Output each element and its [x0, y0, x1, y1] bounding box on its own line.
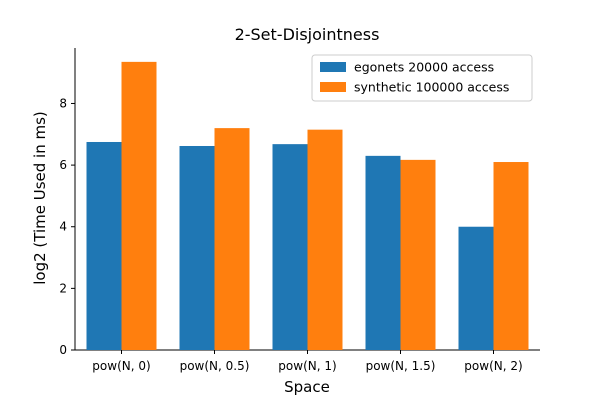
y-tick-label: 4: [59, 220, 67, 234]
bar-synthetic-4: [493, 162, 529, 350]
bar-synthetic-1: [214, 128, 250, 350]
legend-box: [311, 54, 533, 102]
legend-label: egonets 20000 access: [354, 60, 494, 75]
bar-egonets-1: [179, 145, 215, 350]
x-tick-label: pow(N, 1.5): [366, 359, 436, 373]
bar-egonets-2: [272, 144, 308, 350]
bars: [86, 61, 529, 351]
y-tick-label: 2: [59, 281, 67, 295]
bar-synthetic-0: [121, 61, 157, 351]
bar-egonets-4: [458, 226, 494, 350]
bar-synthetic-3: [400, 159, 436, 350]
y-tick-label: 0: [59, 343, 67, 357]
x-tick-label: pow(N, 2): [464, 359, 522, 373]
x-axis-label: Space: [284, 378, 330, 396]
x-tick-label: pow(N, 0): [92, 359, 150, 373]
x-tick-label: pow(N, 1): [278, 359, 336, 373]
y-axis-ticks: 0 2 4 6 8: [59, 96, 75, 357]
legend-swatch: [320, 62, 346, 72]
x-axis-ticks: pow(N, 0) pow(N, 0.5) pow(N, 1) pow(N, 1.5)…: [92, 350, 523, 373]
x-tick-label: pow(N, 0.5): [180, 359, 250, 373]
legend: egonets 20000 access synthetic 100000 acc…: [311, 54, 533, 102]
bar-synthetic-2: [307, 129, 343, 350]
legend-label: synthetic 100000 access: [354, 80, 509, 95]
bar-egonets-3: [365, 155, 401, 350]
y-tick-label: 8: [59, 96, 67, 110]
chart-title: 2-Set-Disjointness: [235, 25, 380, 44]
y-tick-label: 6: [59, 158, 67, 172]
y-axis-label: log2 (Time Used in ms): [31, 111, 49, 285]
bar-egonets-0: [86, 141, 122, 350]
legend-swatch: [320, 82, 346, 92]
